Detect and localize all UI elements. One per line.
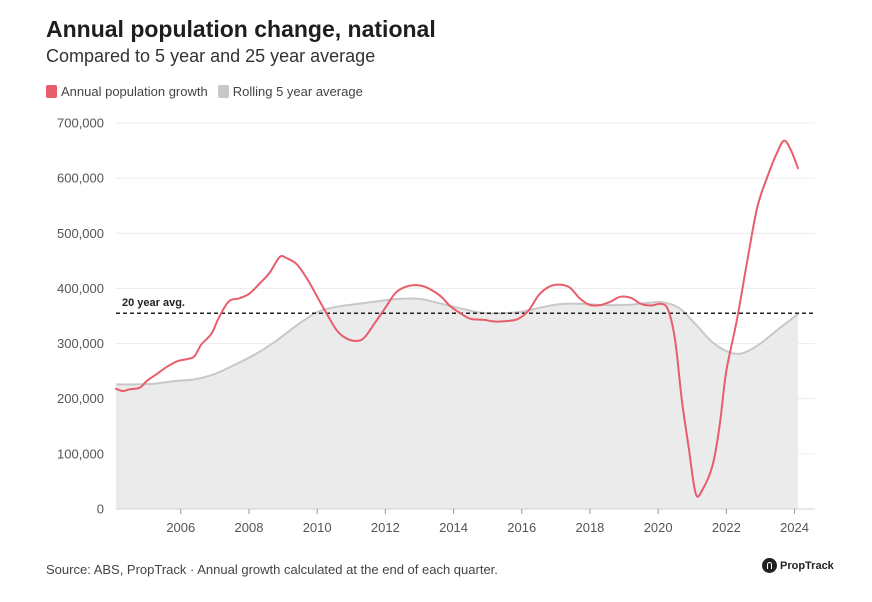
x-tick-label: 2024 [780, 520, 809, 535]
rolling-average-area [116, 298, 798, 509]
x-tick-label: 2016 [507, 520, 536, 535]
legend-label-rolling-average: Rolling 5 year average [232, 84, 363, 99]
proptrack-logo-icon [762, 558, 777, 573]
x-tick-label: 2020 [644, 520, 673, 535]
y-tick-label: 400,000 [57, 281, 104, 296]
chart-legend: Annual population growth Rolling 5 year … [46, 84, 373, 99]
x-tick-label: 2022 [712, 520, 741, 535]
chart-subtitle: Compared to 5 year and 25 year average [46, 46, 376, 66]
proptrack-logo: PropTrack [762, 558, 834, 573]
chart-title: Annual population change, national [46, 16, 436, 42]
x-tick-label: 2006 [166, 520, 195, 535]
x-tick-label: 2018 [575, 520, 604, 535]
y-tick-label: 200,000 [57, 391, 104, 406]
y-tick-label: 300,000 [57, 336, 104, 351]
y-tick-label: 0 [97, 502, 104, 517]
reference-line-label: 20 year avg. [122, 297, 185, 309]
x-tick-label: 2008 [235, 520, 264, 535]
rolling-average-line [115, 297, 799, 386]
y-tick-label: 700,000 [57, 116, 104, 131]
x-tick-label: 2012 [371, 520, 400, 535]
legend-item-rolling-average: Rolling 5 year average [217, 84, 363, 99]
legend-item-annual-growth: Annual population growth [46, 84, 208, 99]
x-tick-label: 2010 [303, 520, 332, 535]
legend-swatch-annual-growth [46, 85, 57, 98]
annual-growth-line [115, 139, 799, 498]
y-tick-label: 100,000 [57, 446, 104, 461]
y-tick-label: 600,000 [57, 171, 104, 186]
legend-label-annual-growth: Annual population growth [61, 84, 208, 99]
source-note: Source: ABS, PropTrack · Annual growth c… [46, 562, 498, 577]
proptrack-logo-text: PropTrack [780, 559, 834, 572]
legend-swatch-rolling-average [217, 85, 229, 98]
y-tick-label: 500,000 [57, 226, 104, 241]
x-tick-label: 2014 [439, 520, 468, 535]
